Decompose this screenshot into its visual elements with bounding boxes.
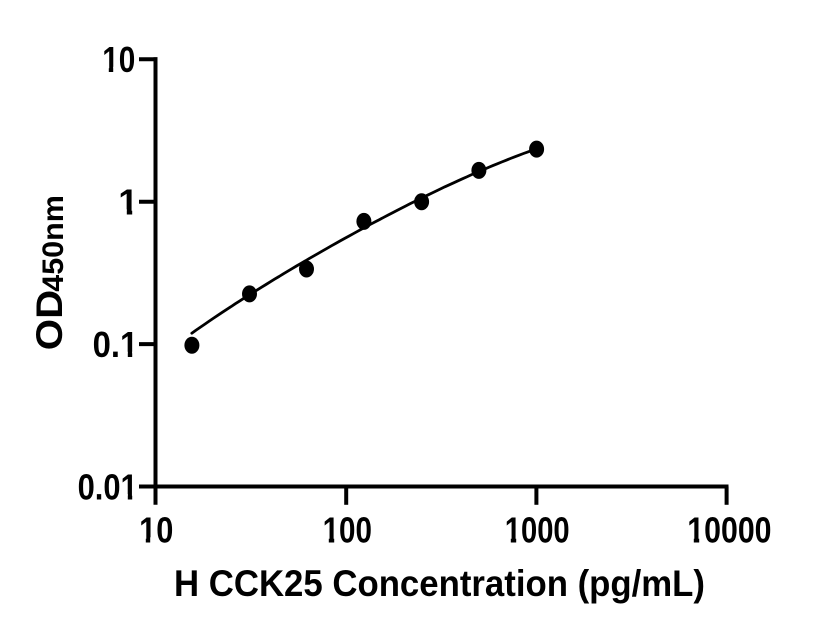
svg-text:1: 1 [118,182,138,223]
svg-text:10000: 10000 [687,510,771,551]
svg-text:H CCK25 Concentration (pg/mL): H CCK25 Concentration (pg/mL) [174,563,705,604]
svg-text:100: 100 [323,510,372,551]
svg-text:10: 10 [102,39,135,80]
svg-text:0.01: 0.01 [78,466,138,507]
svg-text:0.1: 0.1 [93,324,139,365]
svg-text:1000: 1000 [505,510,570,551]
svg-text:10: 10 [139,510,173,551]
svg-text:OD450nm: OD450nm [28,195,70,350]
